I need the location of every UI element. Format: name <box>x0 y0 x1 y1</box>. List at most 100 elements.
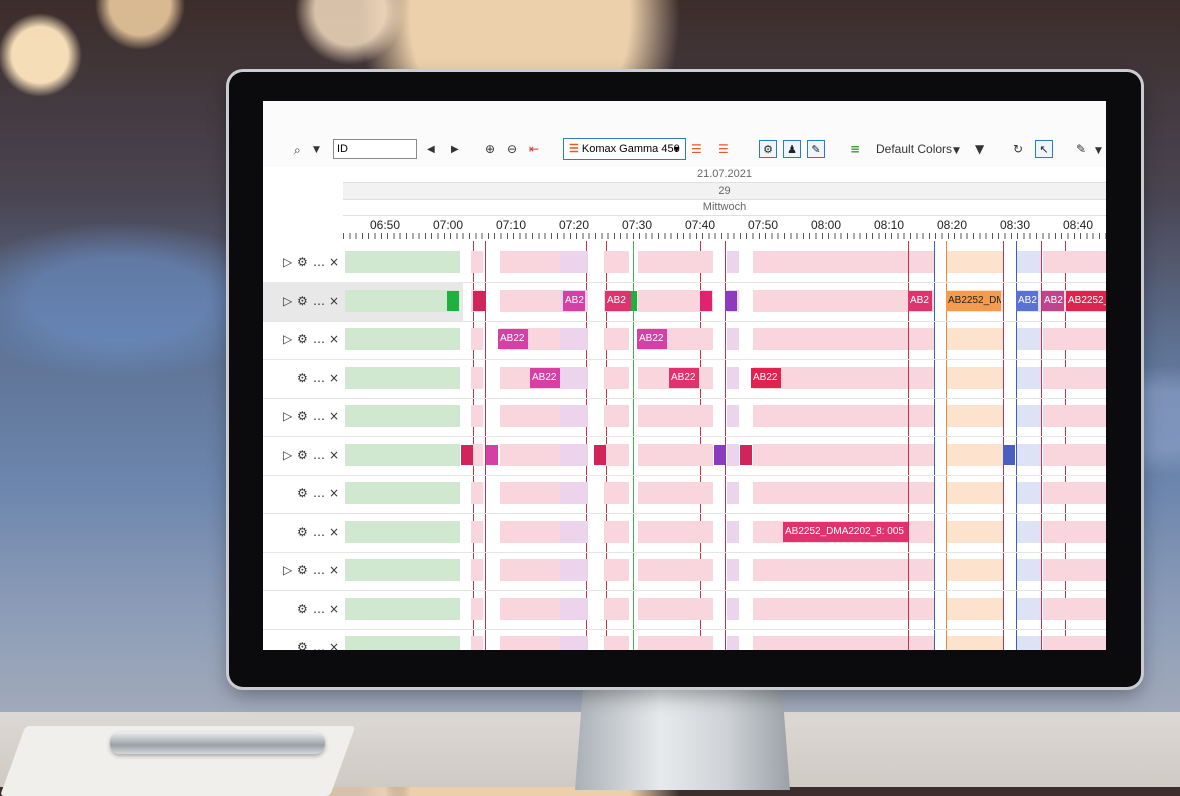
more-icon[interactable]: … <box>313 409 325 423</box>
resource-row[interactable]: ▷ ⚙… × AB2 AB2 AB2 AB2252_DM AB2 AB2 AB2252_ <box>263 281 1106 322</box>
close-icon[interactable]: × <box>329 524 340 539</box>
resource-row[interactable]: ▷ ⚙ … × <box>263 397 1106 437</box>
job-block[interactable] <box>740 444 752 465</box>
job-bar[interactable]: AB22 <box>498 329 528 349</box>
job-bar[interactable]: AB2252_ <box>1066 290 1106 311</box>
expand-icon[interactable]: ▷ <box>283 255 293 269</box>
schedule-slot <box>753 597 908 620</box>
more-icon[interactable]: … <box>313 640 325 650</box>
gear-icon[interactable]: ⚙ <box>297 409 308 423</box>
expand-icon[interactable]: ▷ <box>283 293 293 308</box>
close-icon[interactable]: × <box>329 601 340 616</box>
more-icon[interactable]: … <box>313 563 325 577</box>
job-bar[interactable]: AB2 <box>605 290 631 311</box>
more-icon[interactable]: … <box>313 447 325 462</box>
job-block[interactable] <box>1003 444 1015 465</box>
arrow-left-icon[interactable]: ◀ <box>427 144 435 155</box>
job-bar[interactable]: AB22 <box>530 367 560 388</box>
close-icon[interactable]: × <box>329 293 340 308</box>
jump-start-icon[interactable]: ⇤ <box>529 142 540 156</box>
more-icon[interactable]: … <box>313 370 325 385</box>
job-bar[interactable]: AB22 <box>637 329 667 349</box>
chevron-down-icon[interactable]: ▼ <box>313 145 320 155</box>
resource-row[interactable]: ⚙ … × <box>263 474 1106 514</box>
close-icon[interactable]: × <box>329 370 340 385</box>
chevron-down-icon[interactable]: ▼ <box>1095 146 1102 156</box>
more-icon[interactable]: … <box>313 524 325 539</box>
cursor-icon[interactable]: ↖ <box>1035 140 1053 158</box>
job-block[interactable] <box>461 444 473 465</box>
close-icon[interactable]: × <box>329 255 340 269</box>
more-icon[interactable]: … <box>313 293 325 308</box>
timeline-day: Mittwoch <box>343 199 1106 216</box>
job-block[interactable] <box>725 290 737 311</box>
more-icon[interactable]: … <box>313 255 325 269</box>
resource-row[interactable]: ⚙ … × AB2252_DMA2202_8: 005 <box>263 513 1106 553</box>
gear-icon[interactable]: ⚙ <box>297 524 308 539</box>
job-bar[interactable]: AB22 <box>751 367 781 388</box>
gear-icon[interactable]: ⚙ <box>297 447 308 462</box>
resource-row[interactable]: ▷ ⚙ … × <box>263 436 1106 476</box>
gear-icon[interactable]: ⚙ <box>297 293 308 308</box>
refresh-icon[interactable]: ↻ <box>1013 142 1024 156</box>
job-bar[interactable]: AB2 <box>1016 290 1038 311</box>
gear-icon[interactable]: ⚙ <box>297 486 308 500</box>
search-icon[interactable]: ⌕ <box>294 143 301 157</box>
expand-icon[interactable]: ▷ <box>283 332 293 346</box>
job-bar[interactable]: AB2 <box>563 290 585 311</box>
gantt-settings-icon[interactable]: ☰ <box>718 142 729 156</box>
gear-icon[interactable]: ⚙ <box>297 370 308 385</box>
job-bar[interactable]: AB2252_DM <box>946 290 1001 311</box>
close-icon[interactable]: × <box>329 447 340 462</box>
resource-row[interactable]: ▷ ⚙ … × <box>263 243 1106 283</box>
resource-row[interactable]: ▷ ⚙ … × <box>263 551 1106 591</box>
schedule-slot <box>604 597 629 620</box>
gear-icon[interactable]: ⚙ <box>297 640 308 650</box>
gear-icon[interactable]: ⚙ <box>297 563 308 577</box>
job-block[interactable] <box>700 290 712 311</box>
schedule-slot <box>1017 520 1041 543</box>
zoom-in-icon[interactable]: ⊕ <box>485 142 496 156</box>
job-block[interactable] <box>473 290 485 311</box>
search-input[interactable]: ID <box>333 139 417 159</box>
person-icon[interactable]: ♟ <box>783 140 801 158</box>
resource-row[interactable]: ⚙ … × <box>263 590 1106 630</box>
resource-row[interactable]: ▷ ⚙ … × AB22 AB22 <box>263 320 1106 360</box>
job-bar[interactable]: AB2 <box>908 290 932 311</box>
gear-icon[interactable]: ⚙ <box>297 601 308 616</box>
resource-row[interactable]: ⚙ … × <box>263 628 1106 650</box>
job-block[interactable] <box>714 444 726 465</box>
close-icon[interactable]: × <box>329 486 340 500</box>
job-block[interactable] <box>631 290 637 311</box>
close-icon[interactable]: × <box>329 332 340 346</box>
gear-icon[interactable]: ⚙ <box>297 332 308 346</box>
job-bar[interactable]: AB2252_DMA2202_8: 005 <box>783 521 908 542</box>
more-icon[interactable]: … <box>313 601 325 616</box>
more-icon[interactable]: … <box>313 486 325 500</box>
job-bar[interactable]: AB2 <box>1042 290 1064 311</box>
expand-icon[interactable]: ▷ <box>283 447 293 462</box>
arrow-right-icon[interactable]: ▶ <box>451 144 459 155</box>
job-block[interactable] <box>594 444 606 465</box>
machine-select[interactable]: ☰ Komax Gamma 450 ▼ <box>563 138 686 160</box>
pencil-icon[interactable]: ✎ <box>1076 142 1087 156</box>
close-icon[interactable]: × <box>329 640 340 650</box>
zoom-out-icon[interactable]: ⊖ <box>507 142 518 156</box>
gantt-copy-icon[interactable]: ☰ <box>691 142 702 156</box>
close-icon[interactable]: × <box>329 409 340 423</box>
job-block[interactable] <box>447 290 459 311</box>
wrench-icon[interactable]: ✎ <box>807 140 825 158</box>
gear-icon[interactable]: ⚙ <box>297 255 308 269</box>
job-bar[interactable]: AB22 <box>669 367 699 388</box>
expand-icon[interactable]: ▷ <box>283 409 293 423</box>
expand-icon[interactable]: ▷ <box>283 563 293 577</box>
resource-row[interactable]: ⚙ … × AB22 AB22 AB22 <box>263 359 1106 399</box>
gear-icon[interactable]: ⚙ <box>759 140 777 158</box>
filter-icon[interactable]: ▼ <box>975 142 985 156</box>
chevron-down-icon[interactable]: ▼ <box>953 146 960 156</box>
schedule-slot <box>560 405 588 427</box>
job-block[interactable] <box>486 444 498 465</box>
color-scheme-label[interactable]: Default Colors <box>876 142 953 156</box>
more-icon[interactable]: … <box>313 332 325 346</box>
close-icon[interactable]: × <box>329 563 340 577</box>
